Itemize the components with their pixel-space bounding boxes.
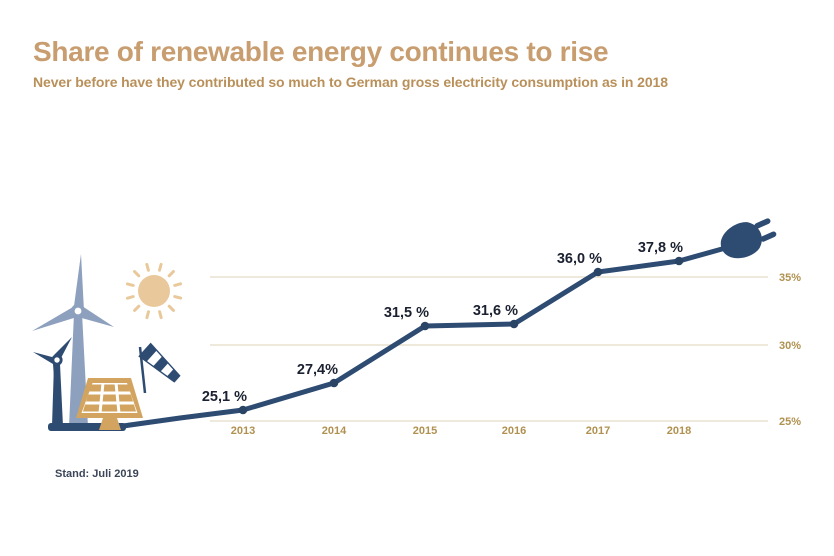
x-axis-group: 2013 2014 2015 2016 2017 2018 xyxy=(231,425,691,437)
data-point xyxy=(329,378,339,388)
sun-ray xyxy=(173,282,183,287)
data-point xyxy=(674,256,684,266)
windsock-icon xyxy=(138,342,181,394)
x-axis-year: 2013 xyxy=(231,425,255,437)
gridlines-group: 25% 30% 35% xyxy=(210,272,801,428)
y-axis-tick: 30% xyxy=(779,340,801,352)
data-label: 25,1 % xyxy=(202,389,247,405)
sun-ray xyxy=(167,304,175,312)
y-axis-tick: 35% xyxy=(779,272,801,284)
data-label: 36,0 % xyxy=(557,251,602,267)
y-axis-tick: 25% xyxy=(779,416,801,428)
solar-cell xyxy=(102,394,117,402)
page-subtitle: Never before have they contributed so mu… xyxy=(33,74,668,91)
x-axis-year: 2015 xyxy=(413,425,437,437)
solar-cell xyxy=(103,384,116,392)
solar-cell xyxy=(85,394,101,402)
data-label: 37,8 % xyxy=(638,240,683,256)
solar-panel-icon xyxy=(76,378,143,430)
sun-ray xyxy=(125,282,135,287)
x-axis-year: 2016 xyxy=(502,425,526,437)
solar-cell xyxy=(101,404,118,412)
solar-cell xyxy=(119,404,137,412)
solar-cell xyxy=(82,404,100,412)
x-axis-year: 2018 xyxy=(667,425,691,437)
solar-cell xyxy=(88,384,102,392)
sun-ray xyxy=(133,304,141,312)
sun-ray xyxy=(158,262,163,272)
sun-ray xyxy=(173,295,183,300)
wind-turbine-large-icon xyxy=(32,254,114,427)
sun-icon xyxy=(125,262,183,320)
page-title: Share of renewable energy continues to r… xyxy=(33,36,609,67)
series-group: 25,1 % 27,4% 31,5 % 31,6 % 36,0 % 37,8 % xyxy=(113,240,725,430)
sun-ray xyxy=(133,270,141,278)
panel-stand xyxy=(99,418,121,430)
data-point xyxy=(509,319,519,329)
data-label: 27,4% xyxy=(297,362,338,378)
x-axis-year: 2014 xyxy=(322,425,347,437)
solar-cell xyxy=(117,384,131,392)
sun-ray xyxy=(145,262,150,272)
date-stamp: Stand: Juli 2019 xyxy=(55,468,139,480)
sun-ray xyxy=(125,295,135,300)
sun-ray xyxy=(145,310,150,320)
data-label: 31,5 % xyxy=(384,305,429,321)
data-point xyxy=(420,321,430,331)
data-label: 31,6 % xyxy=(473,303,518,319)
header: Share of renewable energy continues to r… xyxy=(33,36,813,90)
sun-ray xyxy=(158,310,163,320)
data-point xyxy=(238,405,248,415)
solar-cell xyxy=(118,394,134,402)
x-axis-year: 2017 xyxy=(586,425,610,437)
data-point xyxy=(593,267,603,277)
sun-ray xyxy=(167,270,175,278)
illustration-group xyxy=(32,254,183,431)
power-plug-icon xyxy=(720,218,777,259)
